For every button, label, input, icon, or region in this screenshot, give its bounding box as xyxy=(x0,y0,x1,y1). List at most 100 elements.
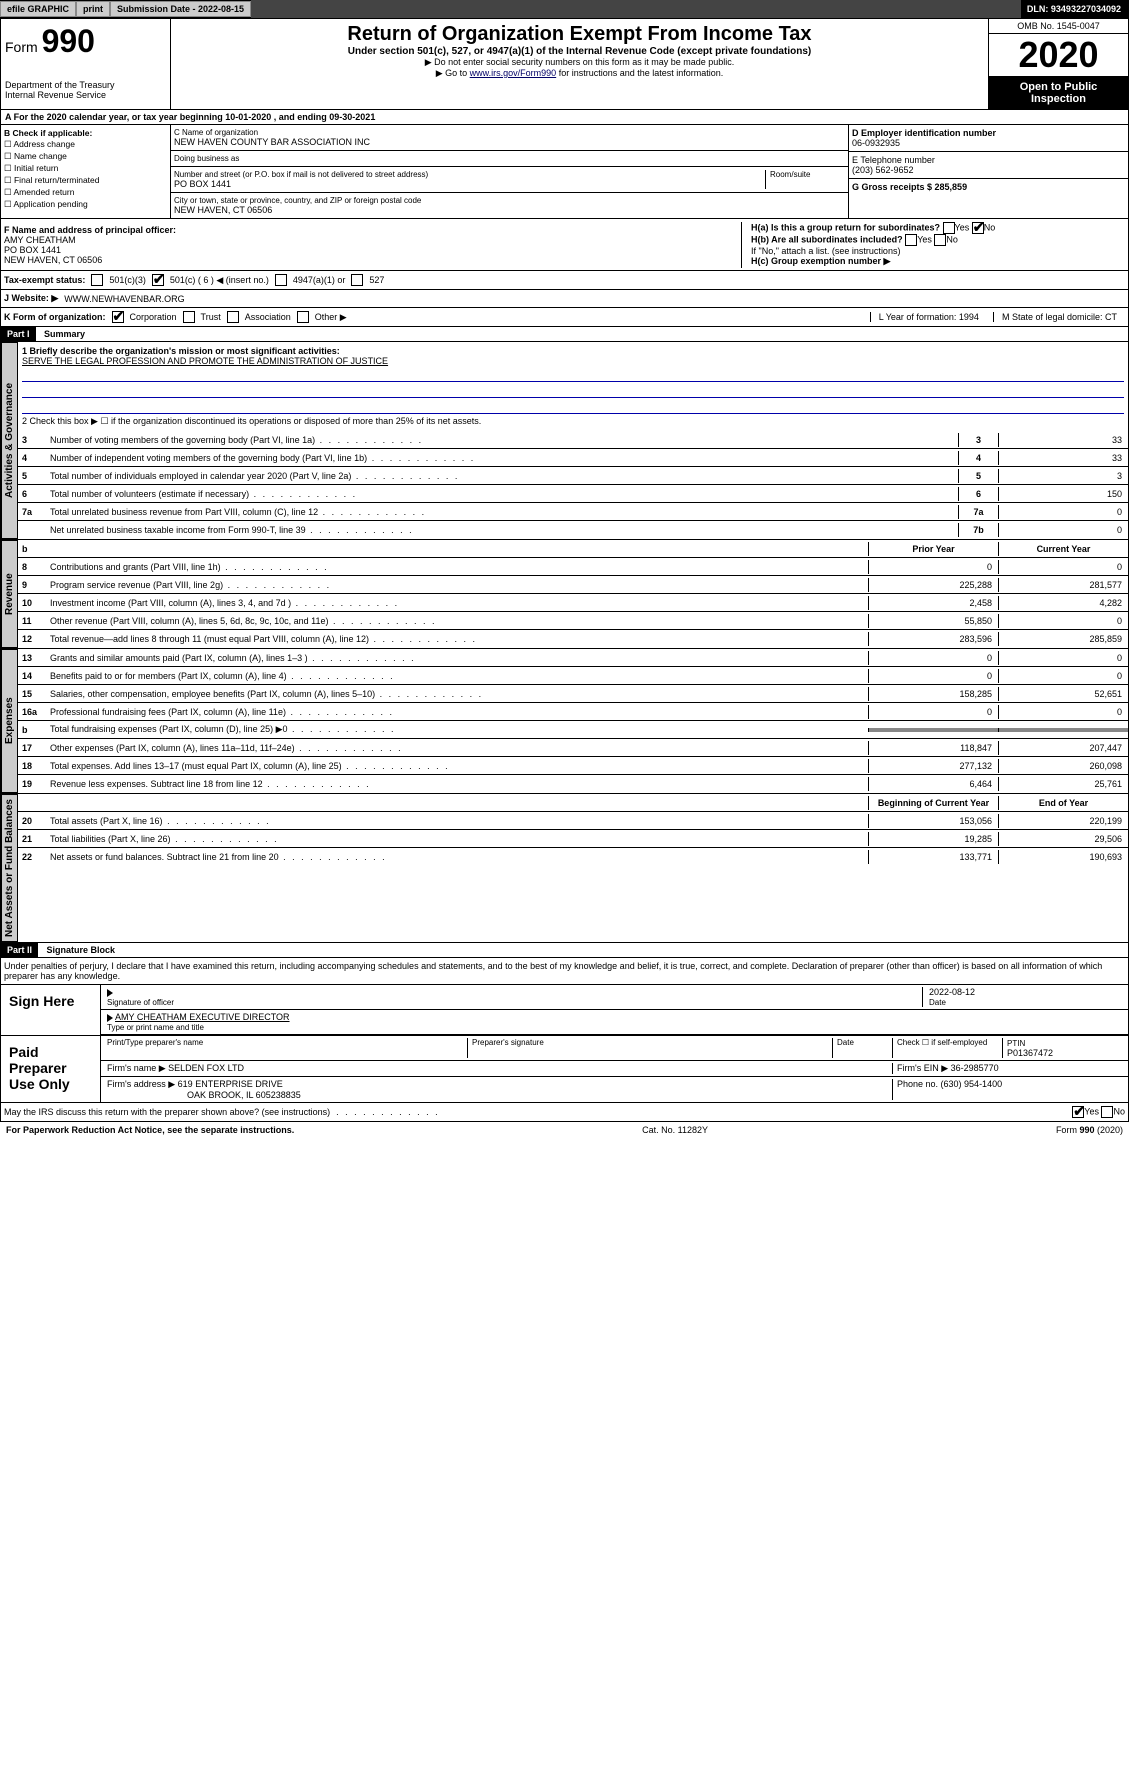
form-id-box: Form 990 Department of the Treasury Inte… xyxy=(1,19,171,109)
gov-row: 4 Number of independent voting members o… xyxy=(18,449,1128,467)
chk-address-change[interactable]: ☐ Address change xyxy=(4,139,167,150)
col-b-checkboxes: B Check if applicable: ☐ Address change … xyxy=(1,125,171,218)
officer-city: NEW HAVEN, CT 06506 xyxy=(4,255,102,265)
header-bar: efile GRAPHIC print Submission Date - 20… xyxy=(0,0,1129,18)
form-note-ssn: ▶ Do not enter social security numbers o… xyxy=(175,57,984,68)
chk-trust[interactable] xyxy=(183,311,195,323)
form-note-link: ▶ Go to www.irs.gov/Form990 for instruct… xyxy=(175,68,984,79)
data-row: 9 Program service revenue (Part VIII, li… xyxy=(18,576,1128,594)
print-button[interactable]: print xyxy=(76,1,110,17)
hdr-beginning: Beginning of Current Year xyxy=(868,796,998,810)
phone-value: (203) 562-9652 xyxy=(852,165,1125,175)
chk-initial-return[interactable]: ☐ Initial return xyxy=(4,163,167,174)
data-row: b Total fundraising expenses (Part IX, c… xyxy=(18,721,1128,739)
chk-corp[interactable] xyxy=(112,311,124,323)
row-k-org-form: K Form of organization: Corporation Trus… xyxy=(0,308,1129,327)
chk-app-pending[interactable]: ☐ Application pending xyxy=(4,199,167,210)
declaration: Under penalties of perjury, I declare th… xyxy=(0,958,1129,985)
chk-assoc[interactable] xyxy=(227,311,239,323)
h-a: H(a) Is this a group return for subordin… xyxy=(751,222,1125,234)
dln: DLN: 93493227034092 xyxy=(1021,2,1129,16)
form-title: Return of Organization Exempt From Incom… xyxy=(175,23,984,46)
chk-final-return[interactable]: ☐ Final return/terminated xyxy=(4,175,167,186)
room-label: Room/suite xyxy=(765,170,845,189)
paid-preparer-label: Paid Preparer Use Only xyxy=(1,1036,101,1102)
chk-other[interactable] xyxy=(297,311,309,323)
addr-label: Number and street (or P.O. box if mail i… xyxy=(174,170,765,179)
data-row: 21 Total liabilities (Part X, line 26) 1… xyxy=(18,830,1128,848)
city-label: City or town, state or province, country… xyxy=(174,196,421,205)
hdr-current-year: Current Year xyxy=(998,542,1128,556)
dept-treasury: Department of the Treasury xyxy=(5,80,166,90)
governance-section: Activities & Governance 1 Briefly descri… xyxy=(0,342,1129,540)
chk-name-change[interactable]: ☐ Name change xyxy=(4,151,167,162)
h-note: If "No," attach a list. (see instruction… xyxy=(751,246,1125,256)
data-row: 15 Salaries, other compensation, employe… xyxy=(18,685,1128,703)
chk-527[interactable] xyxy=(351,274,363,286)
gov-row: Net unrelated business taxable income fr… xyxy=(18,521,1128,539)
open-public: Open to Public Inspection xyxy=(989,77,1128,109)
ein-label: D Employer identification number xyxy=(852,128,996,138)
row-j-website: J Website: ▶ WWW.NEWHAVENBAR.ORG xyxy=(0,290,1129,308)
cat-no: Cat. No. 11282Y xyxy=(642,1125,708,1135)
chk-discuss-yes[interactable] xyxy=(1072,1106,1084,1118)
q1-label: 1 Briefly describe the organization's mi… xyxy=(22,346,340,356)
chk-discuss-no[interactable] xyxy=(1101,1106,1113,1118)
irs-label: Internal Revenue Service xyxy=(5,90,166,100)
firm-phone: Phone no. (630) 954-1400 xyxy=(892,1079,1122,1100)
phone-label: E Telephone number xyxy=(852,155,1125,165)
year-formation: L Year of formation: 1994 xyxy=(870,312,987,322)
irs-link[interactable]: www.irs.gov/Form990 xyxy=(470,68,557,78)
col-c-org-info: C Name of organization NEW HAVEN COUNTY … xyxy=(171,125,848,218)
org-name: NEW HAVEN COUNTY BAR ASSOCIATION INC xyxy=(174,137,845,147)
efile-button[interactable]: efile GRAPHIC xyxy=(0,1,76,17)
gross-receipts: G Gross receipts $ 285,859 xyxy=(849,179,1128,195)
chk-amended[interactable]: ☐ Amended return xyxy=(4,187,167,198)
submission-date: Submission Date - 2022-08-15 xyxy=(110,1,251,17)
form-ref: Form 990 (2020) xyxy=(1056,1125,1123,1135)
chk-501c[interactable] xyxy=(152,274,164,286)
chk-4947[interactable] xyxy=(275,274,287,286)
sig-date: 2022-08-12 xyxy=(929,987,975,997)
form-subtitle: Under section 501(c), 527, or 4947(a)(1)… xyxy=(175,46,984,57)
state-domicile: M State of legal domicile: CT xyxy=(993,312,1125,322)
data-row: 11 Other revenue (Part VIII, column (A),… xyxy=(18,612,1128,630)
data-row: 17 Other expenses (Part IX, column (A), … xyxy=(18,739,1128,757)
hdr-end: End of Year xyxy=(998,796,1128,810)
data-row: 19 Revenue less expenses. Subtract line … xyxy=(18,775,1128,793)
hdr-prior-year: Prior Year xyxy=(868,542,998,556)
ptin: P01367472 xyxy=(1007,1048,1053,1058)
gov-row: 3 Number of voting members of the govern… xyxy=(18,431,1128,449)
row-a-period: A For the 2020 calendar year, or tax yea… xyxy=(0,110,1129,125)
gov-row: 6 Total number of volunteers (estimate i… xyxy=(18,485,1128,503)
header-spacer xyxy=(251,0,1021,18)
data-row: 22 Net assets or fund balances. Subtract… xyxy=(18,848,1128,866)
firm-city: OAK BROOK, IL 605238835 xyxy=(187,1090,301,1100)
data-row: 10 Investment income (Part VIII, column … xyxy=(18,594,1128,612)
officer-name: AMY CHEATHAM xyxy=(4,235,76,245)
row-i-tax-status: Tax-exempt status: 501(c)(3) 501(c) ( 6 … xyxy=(0,271,1129,290)
col-right: D Employer identification number 06-0932… xyxy=(848,125,1128,218)
revenue-section: Revenue b Prior Year Current Year 8 Cont… xyxy=(0,540,1129,649)
dba-label: Doing business as xyxy=(174,154,239,163)
org-address: PO BOX 1441 xyxy=(174,179,765,189)
tab-netassets: Net Assets or Fund Balances xyxy=(1,794,18,942)
officer-print-name: AMY CHEATHAM EXECUTIVE DIRECTOR xyxy=(115,1012,290,1022)
data-row: 20 Total assets (Part X, line 16) 153,05… xyxy=(18,812,1128,830)
row-f-h: F Name and address of principal officer:… xyxy=(0,219,1129,271)
form-header: Form 990 Department of the Treasury Inte… xyxy=(0,18,1129,110)
sign-here-label: Sign Here xyxy=(1,985,101,1035)
form-year-box: OMB No. 1545-0047 2020 Open to Public In… xyxy=(988,19,1128,109)
chk-501c3[interactable] xyxy=(91,274,103,286)
self-employed: Check ☐ if self-employed xyxy=(892,1038,1002,1058)
discuss-row: May the IRS discuss this return with the… xyxy=(0,1103,1129,1122)
omb-number: OMB No. 1545-0047 xyxy=(989,19,1128,34)
org-city: NEW HAVEN, CT 06506 xyxy=(174,205,421,215)
part2-header: Part II Signature Block xyxy=(0,943,1129,958)
firm-name: SELDEN FOX LTD xyxy=(168,1063,244,1073)
mission-text: SERVE THE LEGAL PROFESSION AND PROMOTE T… xyxy=(22,356,1124,366)
data-row: 18 Total expenses. Add lines 13–17 (must… xyxy=(18,757,1128,775)
paid-preparer-block: Paid Preparer Use Only Print/Type prepar… xyxy=(0,1036,1129,1103)
paperwork-notice: For Paperwork Reduction Act Notice, see … xyxy=(6,1125,294,1135)
tab-expenses: Expenses xyxy=(1,649,18,793)
